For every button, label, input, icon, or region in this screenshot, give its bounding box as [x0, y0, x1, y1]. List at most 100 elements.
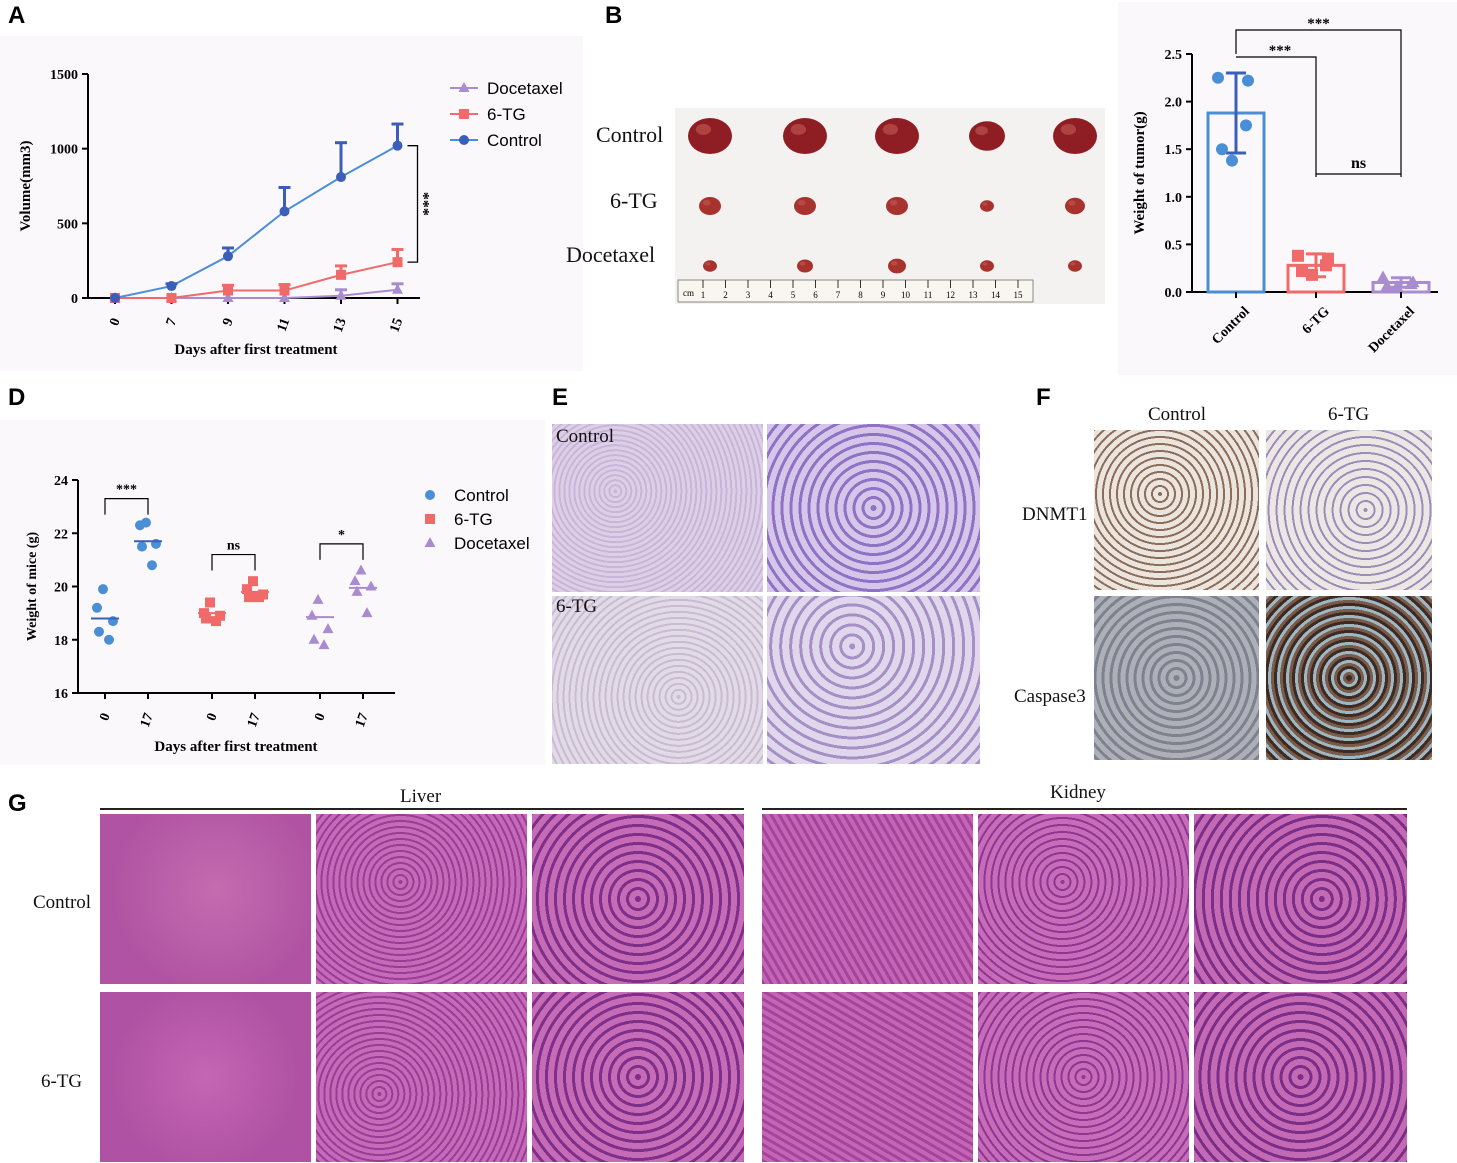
legend-marker [424, 537, 436, 547]
tumor-specimen [794, 196, 816, 216]
he-6tg-high [767, 596, 980, 764]
significance-bracket [104, 498, 149, 515]
data-point [1296, 265, 1308, 278]
tumor-specimen [888, 258, 906, 274]
ruler-tick-label: 10 [901, 290, 911, 300]
ruler-tick-label: 3 [746, 290, 751, 300]
x-tick-label: 9 [220, 316, 236, 328]
liver-6tg-low [100, 992, 311, 1162]
ruler-tick-label: 1 [701, 290, 706, 300]
data-point [336, 269, 346, 280]
x-tick-label: Docetaxel [1366, 304, 1418, 356]
tumor-specimen [875, 117, 919, 155]
tumor-highlight [705, 262, 711, 266]
ihc-dnmt1-6tg [1266, 430, 1432, 590]
tumor-specimen [969, 121, 1005, 151]
data-point [1226, 154, 1238, 167]
legend-marker [425, 514, 435, 524]
y-tick-label: 16 [54, 687, 68, 702]
ihc-caspase3-6tg [1266, 596, 1432, 760]
row-label-control: Control [596, 122, 664, 147]
ihc-caspase3-control [1094, 596, 1259, 760]
y-tick-label: 1500 [50, 68, 78, 83]
kidney-control-mid [978, 814, 1189, 984]
data-point [392, 140, 403, 151]
tumor-highlight [790, 123, 807, 135]
tumor-highlight [1070, 262, 1076, 266]
he-6tg-low: 6-TG [552, 596, 763, 764]
ruler-tick-label: 13 [969, 290, 979, 300]
col-label-control: Control [1148, 404, 1207, 425]
data-point [279, 285, 290, 296]
data-point [166, 281, 177, 292]
x-tick-label: 15 [387, 316, 406, 334]
tumor-specimen [688, 117, 732, 155]
panel-label-b: B [605, 2, 623, 29]
he-control-low: Control [552, 424, 763, 592]
legend-marker [425, 490, 435, 500]
comparison-bracket [1236, 56, 1317, 177]
tumor-photo-svg: cm 1 2 3 4 5 6 7 8 9 10 11 12 13 14 15 [677, 117, 1097, 303]
y-tick-label: 0.0 [1165, 286, 1183, 301]
y-axis-label: Weight of mice (g) [25, 532, 40, 642]
significance-label: *** [421, 192, 438, 216]
x-tick-label: 0 [97, 711, 113, 723]
x-tick-label: 17 [245, 711, 264, 729]
tumor-specimen [699, 196, 721, 216]
ruler [677, 279, 1034, 303]
data-point [1216, 143, 1228, 156]
liver-control-low [100, 814, 311, 984]
ruler-tick-label: 8 [858, 290, 863, 300]
data-point [392, 283, 403, 294]
liver-control-mid [316, 814, 527, 984]
tumor-highlight [891, 261, 898, 266]
ruler-tick-label: 5 [791, 290, 796, 300]
data-point [279, 206, 290, 217]
ruler-tick-label: 9 [881, 290, 886, 300]
row-label-6tg: 6-TG [610, 188, 658, 213]
y-tick-label: 0 [71, 292, 78, 307]
liver-6tg-mid [316, 992, 527, 1162]
legend-label: Control [487, 131, 542, 150]
y-tick-label: 22 [54, 527, 68, 542]
x-axis-label: Days after first treatment [154, 739, 317, 755]
tumor-specimen [1065, 197, 1085, 215]
panel-label-a: A [8, 2, 26, 29]
y-tick-label: 0.5 [1165, 238, 1183, 253]
panel-label-g: G [8, 790, 27, 817]
data-point [279, 292, 290, 302]
scatter-chart-svg: 16 18 20 22 24 Weight of mice (g) 0 17 0 17 0 17 Day… [25, 474, 530, 755]
data-point [222, 292, 234, 302]
data-point [1320, 259, 1332, 272]
significance-label: * [338, 528, 345, 543]
data-point [1390, 280, 1404, 293]
ihc-dnmt1-control [1094, 430, 1259, 590]
data-point [147, 560, 157, 571]
tumor-highlight [1060, 123, 1077, 135]
panel-e-histology: Control 6-TG [552, 424, 980, 764]
data-point [244, 592, 254, 603]
data-point [306, 609, 318, 620]
group-label-kidney: Kidney [1050, 782, 1106, 803]
tumor-highlight [982, 262, 988, 266]
legend-label: Docetaxel [487, 79, 563, 98]
data-point [1240, 119, 1252, 132]
tumor-highlight [799, 261, 806, 266]
data-point [322, 623, 334, 634]
tumor-specimen [703, 260, 717, 272]
data-point [1380, 279, 1394, 292]
comparison-label: *** [1269, 43, 1292, 59]
data-point [254, 592, 264, 603]
panel-label-e: E [552, 384, 569, 411]
tumor-highlight [695, 123, 712, 135]
comparison-label: *** [1307, 16, 1330, 32]
data-point [1306, 268, 1318, 281]
tumor-specimen [980, 260, 994, 272]
kidney-control-high [1194, 814, 1407, 984]
data-point [223, 285, 233, 296]
tumor-specimen [886, 196, 908, 216]
row-label-6tg: 6-TG [556, 596, 598, 617]
x-tick-label: 11 [275, 316, 294, 334]
data-point [98, 584, 108, 595]
panel-c-bar-chart: 0.0 0.5 1.0 1.5 2.0 2.5 Weight of tumor(g) Cont… [1118, 2, 1457, 375]
